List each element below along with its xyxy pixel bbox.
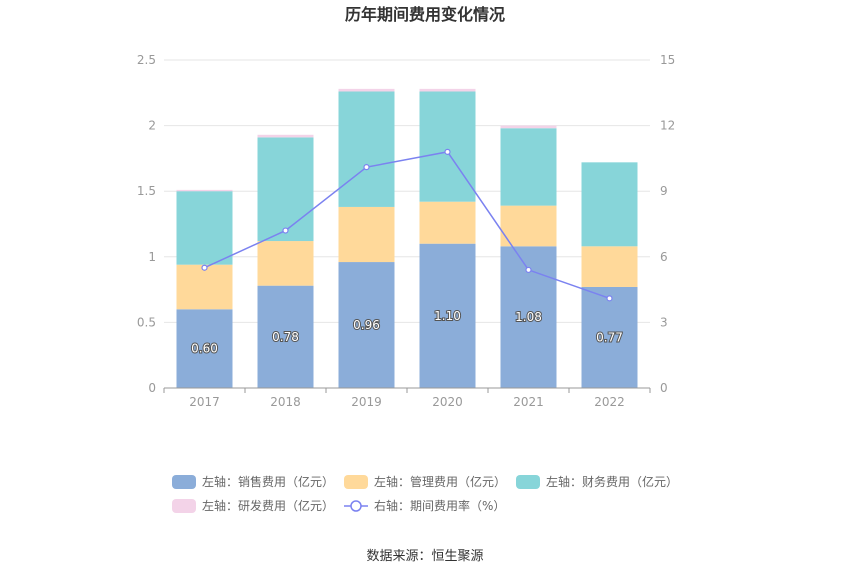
line-series (201, 148, 613, 302)
y-left-tick-label: 0.5 (137, 315, 156, 329)
line-point (606, 295, 613, 302)
line-point (201, 264, 208, 271)
legend-label: 左轴：研发费用（亿元） (202, 498, 334, 513)
legend-marker-swatch (350, 500, 362, 512)
bar (419, 91, 476, 202)
legend-label: 左轴：财务费用（亿元） (546, 474, 678, 489)
y-right-tick-label: 0 (660, 381, 668, 395)
legend[interactable]: 左轴：销售费用（亿元） 左轴：管理费用（亿元） 左轴：财务费用（亿元） 左轴：研发费用… (172, 474, 678, 513)
y-left-tick-label: 2.5 (137, 53, 156, 67)
bar (176, 309, 233, 388)
bar (257, 137, 314, 242)
bar-labels: 0.60 0.78 0.96 1.10 1.08 0.77 (190, 308, 624, 357)
y-left-tick-label: 0 (148, 381, 156, 395)
x-tick-label: 2018 (270, 395, 301, 409)
bar-series (176, 88, 638, 388)
bar (338, 88, 395, 92)
line-point (444, 148, 451, 155)
bar-value-label: 0.96 (353, 318, 380, 332)
y-right-tick-label: 6 (660, 250, 668, 264)
bar (500, 125, 557, 129)
gridlines (164, 59, 650, 323)
legend-swatch (516, 475, 540, 489)
bar (419, 201, 476, 244)
bar-value-label: 0.77 (596, 330, 623, 344)
bar (500, 205, 557, 247)
x-tick-label: 2017 (189, 395, 220, 409)
y-right-tick-label: 3 (660, 315, 668, 329)
bar-value-label: 0.78 (272, 330, 299, 344)
bar (176, 264, 233, 310)
line-point (282, 227, 289, 234)
bar-value-label: 0.60 (191, 342, 218, 356)
bar (338, 206, 395, 263)
bar (581, 246, 638, 287)
x-tick-label: 2021 (513, 395, 544, 409)
line-point (525, 266, 532, 274)
bar-value-label: 1.10 (434, 309, 461, 323)
bar (257, 241, 314, 286)
bar (176, 189, 233, 192)
axes: 0 0 0.5 3 1 6 1.5 9 2 12 2.5 15 2017 2018 2019 2020 2021… (137, 53, 675, 409)
y-right-tick-label: 12 (660, 119, 675, 133)
x-tick-label: 2019 (351, 395, 382, 409)
x-tick-label: 2020 (432, 395, 463, 409)
bar (581, 286, 638, 388)
bar (257, 285, 314, 388)
y-right-tick-label: 9 (660, 184, 668, 198)
bar (176, 191, 233, 265)
legend-label: 左轴：管理费用（亿元） (374, 474, 506, 489)
bar (581, 162, 638, 247)
legend-label: 左轴：销售费用（亿元） (202, 474, 334, 489)
legend-swatch (344, 475, 368, 489)
bar (338, 91, 395, 207)
x-tick-label: 2022 (594, 395, 625, 409)
bar-value-label: 1.08 (515, 310, 542, 324)
line-path (204, 151, 610, 300)
legend-swatch (172, 499, 196, 513)
chart-title: 历年期间费用变化情况 (345, 5, 505, 24)
bar (338, 262, 395, 388)
y-left-tick-label: 1.5 (137, 184, 156, 198)
y-left-tick-label: 1 (148, 250, 156, 264)
legend-swatch (172, 475, 196, 489)
y-left-tick-label: 2 (148, 119, 156, 133)
y-right-tick-label: 15 (660, 53, 675, 67)
legend-label: 右轴：期间费用率（%） (374, 498, 505, 513)
bar (257, 134, 314, 138)
bar (419, 88, 476, 92)
bar (419, 243, 476, 388)
line-point (363, 164, 370, 171)
data-source: 数据来源：恒生聚源 (366, 549, 483, 564)
bar (500, 128, 557, 206)
